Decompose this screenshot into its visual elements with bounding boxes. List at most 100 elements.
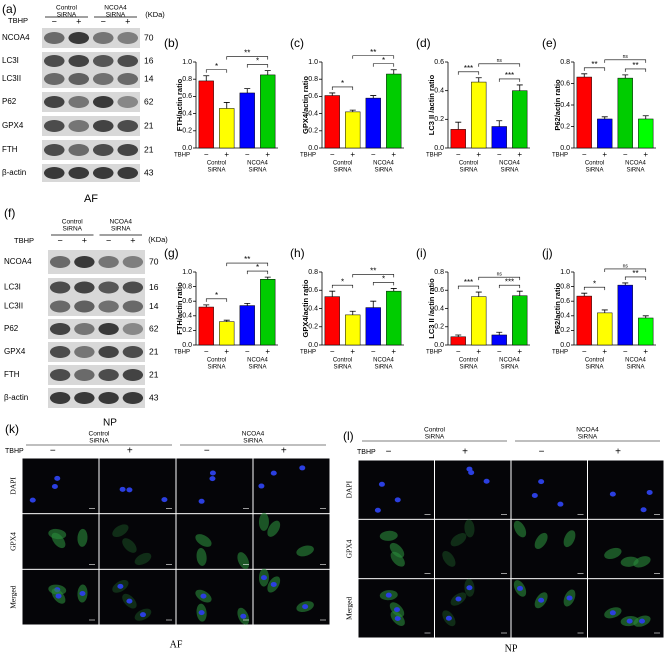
nucleus [258,483,265,489]
micrograph [435,519,511,579]
blot-band [43,167,65,179]
group-label: SiRNA [374,365,392,371]
y-axis-label: GPX4/actin ratio [301,279,310,337]
x-tick-label: − [204,150,209,159]
panel-label: (a) [2,2,17,16]
y-tick-label: 1.0 [182,59,192,66]
kda-label: 70 [149,256,159,266]
kda-header: (KDa) [148,235,168,244]
x-tick-label: + [265,347,270,356]
nucleus [393,607,400,613]
error-bar [370,300,377,308]
row-label: Merged [345,596,354,619]
gpx4-stain [513,520,527,538]
group-label: SiRNA [333,168,351,174]
group-label: SiRNA [425,434,445,441]
sign: − [52,16,57,26]
error-bar [642,315,649,318]
error-bar [203,304,210,308]
x-axis-label: TBHP [174,153,190,159]
panel-label: (h) [290,246,305,260]
y-tick-label: 0.2 [308,324,318,331]
tbhp-label: TBHP [357,449,376,456]
y-tick-label: 0.8 [182,76,192,83]
bar [324,95,340,149]
panel-label: (j) [542,246,553,260]
nucleus [646,489,653,495]
error-bar [516,290,523,296]
blot-band [122,323,144,335]
sign: + [462,447,468,458]
group-label: Control [459,161,478,167]
y-axis-label: LC3 II /actin ratio [427,74,436,135]
kda-label: 14 [149,301,159,311]
error-bar [244,302,251,306]
y-tick-label: 0.0 [182,342,192,349]
sign: + [615,447,621,458]
bar [471,81,487,149]
error-bar [390,288,397,292]
gpx4-stain [112,524,129,538]
y-tick-label: 0.2 [560,327,570,334]
blot-band [122,281,144,294]
panel-label: (k) [5,422,19,436]
y-tick-label: 1.0 [308,59,318,66]
nucleus [483,478,490,484]
x-axis-label: TBHP [552,350,568,356]
x-tick-label: + [350,150,355,159]
blot-band [49,256,71,268]
panel-caption: AF [170,639,183,650]
significance-label: ns [497,271,503,277]
error-bar [223,319,230,322]
y-tick-label: 0.0 [308,342,318,349]
blot-band [98,369,119,381]
blot-band [68,167,90,179]
significance-bracket [246,270,269,275]
x-tick-label: − [623,150,628,159]
gpx4-stain [534,532,548,549]
blot-band [122,369,144,381]
error-bar [455,121,462,130]
blot-band [49,323,71,335]
group-label: Control [459,358,478,364]
y-tick-label: 0.4 [182,110,192,117]
nucleus [445,615,452,621]
blot-band [74,256,95,268]
blot-band [98,300,119,313]
blot-strip [48,319,145,339]
group-label: SiRNA [500,168,518,174]
bar [576,295,592,346]
y-tick-label: 0.6 [308,93,318,100]
significance-label: *** [505,71,514,80]
significance-bracket [498,78,521,82]
significance-bracket [246,64,269,68]
sign: − [50,446,56,457]
gpx4-stain [390,551,405,567]
blot-row-label: FTH [2,145,18,154]
blot-band [98,281,119,294]
blot-band [43,73,65,85]
x-tick-label: + [391,347,396,356]
blot-band [117,73,139,85]
y-tick-label: 0.6 [182,298,192,305]
nucleus [557,501,564,507]
gpx4-stain [389,542,405,558]
group-label: SiRNA [207,365,225,371]
gpx4-stain [51,532,66,549]
significance-bracket [205,298,228,302]
sign: − [539,447,545,458]
blot-band [43,32,65,44]
y-tick-label: 0.2 [308,128,318,135]
gpx4-stain [196,548,207,566]
y-tick-label: 0.2 [182,128,192,135]
bar [219,108,235,149]
x-tick-label: − [371,150,376,159]
bar [597,118,613,149]
y-axis-label: FTH/actin ratio [175,78,184,131]
gpx4-stain [442,551,456,567]
nucleus [394,616,401,622]
group-label: NCOA4 [625,161,646,167]
bar [576,76,592,149]
blot-band [74,323,95,335]
significance-bracket [624,68,647,72]
